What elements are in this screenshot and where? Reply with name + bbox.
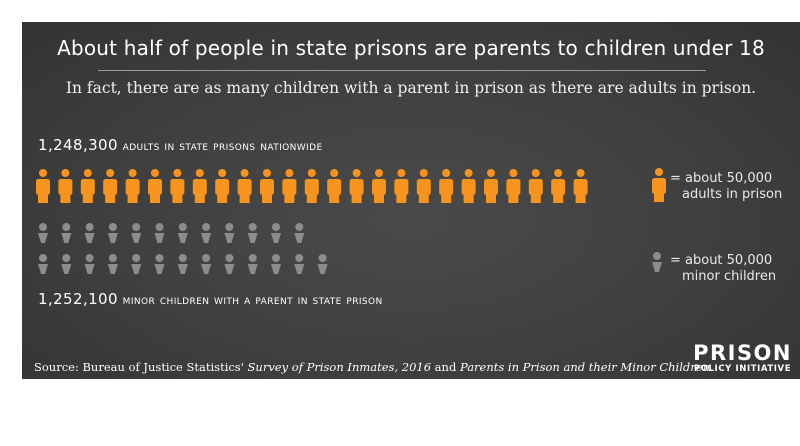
chart-title: About half of people in state prisons ar… (57, 36, 765, 60)
child-icon-14 (61, 254, 72, 274)
adults-label: 1,248,300 adults in state prisons nation… (38, 136, 323, 154)
legend-child-figure (652, 252, 662, 272)
adult-icon-6 (148, 169, 162, 203)
child-icon-24 (294, 254, 305, 274)
child-icon-12 (294, 223, 305, 243)
chart-subtitle: In fact, there are as many children with… (65, 79, 757, 97)
adult-icon-10 (237, 169, 252, 203)
legend-child-icon (652, 252, 662, 272)
infographic-panel: About half of people in state prisons ar… (22, 22, 800, 379)
child-icon-5 (131, 223, 142, 243)
source-title-2: Parents in Prison and their Minor Childr… (459, 360, 710, 374)
adult-icon-16 (372, 169, 386, 203)
child-icon-18 (154, 254, 165, 274)
adult-icon-20 (461, 169, 476, 203)
child-icon-15 (84, 254, 95, 274)
child-icon-23 (271, 254, 281, 274)
child-icon-6 (154, 223, 165, 243)
legend-child-line2: minor children (682, 269, 777, 284)
legend-adult-line2: adults in prison (682, 187, 783, 202)
source-prefix: Source: Bureau of Justice Statistics' (34, 360, 248, 374)
child-icon-20 (201, 254, 212, 274)
logo-line-2: POLICY INITIATIVE (693, 364, 792, 374)
title-divider (98, 70, 706, 71)
source-title-1: Survey of Prison Inmates, 2016 (247, 360, 432, 374)
adult-icon-8 (192, 169, 207, 203)
adult-icon-7 (170, 169, 185, 203)
child-icon-17 (131, 254, 142, 274)
child-icon-2 (61, 223, 72, 243)
adult-icon-3 (80, 169, 95, 203)
logo-line-1: PRISON (693, 341, 792, 365)
child-icon-25 (317, 254, 328, 274)
adult-icon-24 (551, 169, 566, 203)
child-icon-19 (177, 254, 188, 274)
child-icon-9 (224, 223, 235, 243)
adult-icon-9 (215, 169, 230, 203)
children-count: 1,252,100 (38, 290, 118, 308)
adult-icon-11 (260, 169, 274, 203)
legend-adult-line1: = about 50,000 (670, 171, 773, 186)
child-icon-11 (271, 223, 281, 243)
adult-icon-22 (506, 169, 521, 203)
child-icon-3 (84, 223, 95, 243)
children-label-text: minor children with a parent in state pr… (122, 292, 383, 308)
source-suffix: . (710, 360, 714, 374)
child-icon-1 (38, 223, 48, 243)
legend-adult: = about 50,000 adults in prison (670, 171, 782, 203)
children-label: 1,252,100 minor children with a parent i… (38, 290, 383, 308)
pictograph-grid (36, 169, 588, 274)
source-note: Source: Bureau of Justice Statistics' Su… (34, 360, 714, 374)
adult-icon-17 (394, 169, 409, 203)
legend-child-line1: = about 50,000 (670, 253, 773, 268)
adult-icon-23 (528, 169, 543, 203)
source-mid: and (431, 360, 460, 374)
adult-icon-2 (58, 169, 73, 203)
child-icon-21 (224, 254, 235, 274)
adult-icon-5 (125, 169, 140, 203)
adult-icon-19 (439, 169, 454, 203)
adult-icon-13 (304, 169, 319, 203)
adult-icon-15 (349, 169, 364, 203)
prison-policy-initiative-logo: PRISON POLICY INITIATIVE (693, 342, 792, 374)
adult-icon-14 (327, 169, 342, 203)
child-icon-7 (177, 223, 188, 243)
child-icon-22 (247, 254, 258, 274)
legend-adult-figure (652, 168, 666, 202)
adults-count: 1,248,300 (38, 136, 118, 154)
child-icon-13 (38, 254, 48, 274)
child-icon-16 (107, 254, 118, 274)
adult-icon-25 (573, 169, 588, 203)
adult-icon-18 (416, 169, 431, 203)
adult-icon-1 (36, 169, 50, 203)
adult-icon-4 (103, 169, 118, 203)
child-icon-4 (107, 223, 118, 243)
child-icon-8 (201, 223, 212, 243)
adult-icon-12 (282, 169, 297, 203)
legend-child: = about 50,000 minor children (670, 253, 776, 285)
adult-icon-21 (484, 169, 498, 203)
legend-adult-icon (652, 168, 666, 202)
child-icon-10 (247, 223, 258, 243)
adults-label-text: adults in state prisons nationwide (122, 138, 323, 154)
